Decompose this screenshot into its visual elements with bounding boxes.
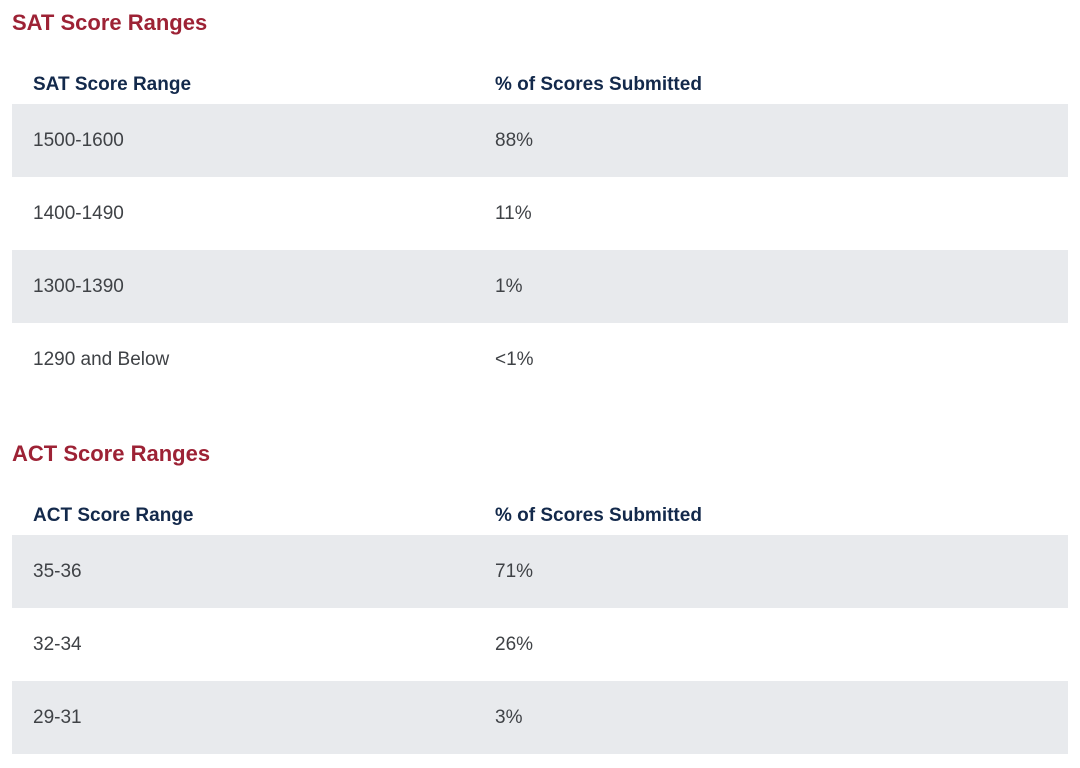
column-header-percent-submitted: % of Scores Submitted	[495, 74, 702, 95]
score-range-cell: 1300-1390	[33, 276, 124, 297]
score-range-cell: 35-36	[33, 561, 82, 582]
percent-cell: 3%	[495, 707, 523, 728]
table-row: 35-36 71%	[12, 535, 1068, 608]
score-range-cell: 1290 and Below	[33, 349, 170, 370]
percent-cell: 1%	[495, 276, 523, 297]
table-header-row: ACT Score Range % of Scores Submitted	[12, 501, 1068, 535]
score-range-cell: 1400-1490	[33, 203, 124, 224]
table-row: 1300-1390 1%	[12, 250, 1068, 323]
percent-cell: 88%	[495, 130, 534, 151]
score-section: SAT Score Ranges SAT Score Range % of Sc…	[12, 10, 1068, 396]
column-header-score-range: ACT Score Range	[33, 505, 194, 526]
table-header-row: SAT Score Range % of Scores Submitted	[12, 70, 1068, 104]
score-range-cell: 29-31	[33, 707, 82, 728]
table-row: 1290 and Below <1%	[12, 323, 1068, 396]
percent-cell: 11%	[495, 203, 532, 224]
percent-cell: <1%	[495, 349, 534, 370]
score-table: ACT Score Range % of Scores Submitted 35…	[12, 501, 1068, 754]
table-row: 1500-1600 88%	[12, 104, 1068, 177]
score-section: ACT Score Ranges ACT Score Range % of Sc…	[12, 441, 1068, 754]
score-range-cell: 32-34	[33, 634, 82, 655]
table-body: 1500-1600 88% 1400-1490 11% 1300-1390 1%…	[12, 104, 1068, 396]
percent-cell: 26%	[495, 634, 534, 655]
table-row: 29-31 3%	[12, 681, 1068, 754]
section-heading: SAT Score Ranges	[12, 10, 208, 35]
column-header-score-range: SAT Score Range	[33, 74, 192, 95]
section-heading: ACT Score Ranges	[12, 441, 211, 466]
percent-cell: 71%	[495, 561, 534, 582]
score-range-cell: 1500-1600	[33, 130, 124, 151]
table-row: 1400-1490 11%	[12, 177, 1068, 250]
table-row: 32-34 26%	[12, 608, 1068, 681]
table-body: 35-36 71% 32-34 26% 29-31 3%	[12, 535, 1068, 754]
column-header-percent-submitted: % of Scores Submitted	[495, 505, 702, 526]
score-table: SAT Score Range % of Scores Submitted 15…	[12, 70, 1068, 396]
